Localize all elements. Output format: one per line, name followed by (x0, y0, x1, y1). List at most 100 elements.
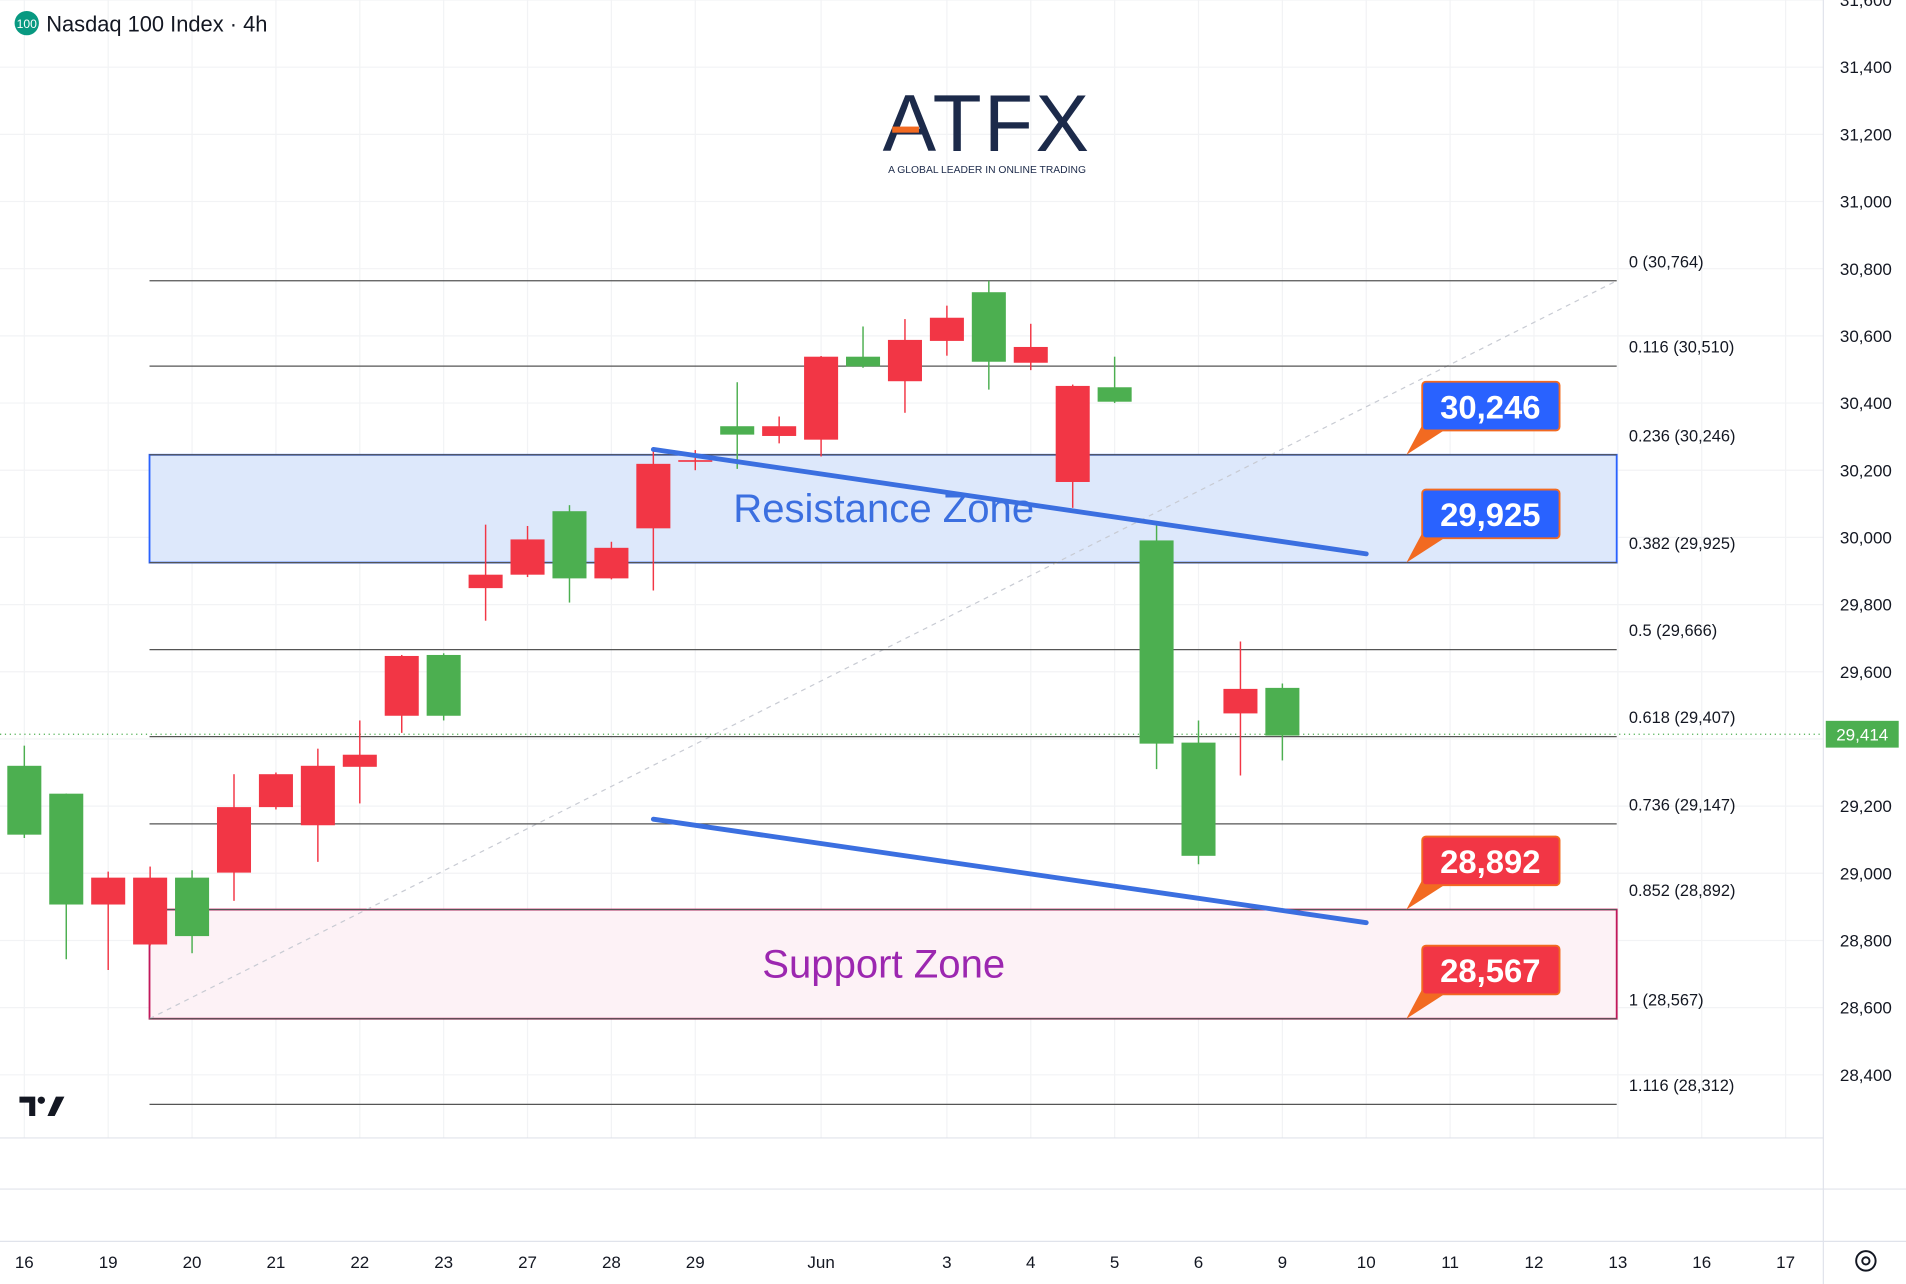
x-tick-label: 12 (1525, 1253, 1544, 1272)
fib-label: 0.116 (30,510) (1629, 339, 1734, 357)
fib-label: 0.618 (29,407) (1629, 709, 1736, 727)
logo-accent (892, 126, 919, 133)
y-tick-label: 31,600 (1840, 0, 1892, 10)
x-tick-label: 9 (1278, 1253, 1287, 1272)
x-tick-label: 28 (602, 1253, 621, 1272)
y-tick-label: 29,800 (1840, 596, 1892, 615)
zone (148, 908, 1618, 1020)
candle-body (133, 877, 168, 945)
fib-label: 0.382 (29,925) (1629, 535, 1736, 553)
candle-body (7, 765, 42, 835)
y-tick-label: 30,800 (1840, 260, 1892, 279)
symbol-badge-text: 100 (17, 17, 38, 31)
trendline (650, 446, 1369, 557)
trendline (650, 816, 1369, 926)
fib-label: 0.852 (28,892) (1629, 882, 1736, 900)
x-tick-label: 16 (1692, 1253, 1711, 1272)
fib-label: 0.736 (29,147) (1629, 797, 1736, 815)
fib-label: 0.236 (30,246) (1629, 427, 1736, 445)
y-tick-label: 28,600 (1840, 999, 1892, 1018)
y-tick-label: 30,400 (1840, 394, 1892, 413)
candle-body (258, 774, 293, 808)
x-tick-label: 10 (1357, 1253, 1376, 1272)
callout-label: 30,246 (1440, 388, 1540, 425)
candle-body (720, 426, 755, 435)
x-tick-label: 21 (266, 1253, 285, 1272)
y-tick-label: 29,000 (1840, 864, 1892, 883)
y-tick-label: 31,200 (1840, 125, 1892, 144)
x-tick-label: 29 (686, 1253, 705, 1272)
x-tick-label: 23 (434, 1253, 453, 1272)
y-tick-label: 28,400 (1840, 1066, 1892, 1085)
y-tick-label: 30,600 (1840, 327, 1892, 346)
candle-body (804, 356, 839, 440)
candle-body (426, 654, 461, 716)
x-tick-label: 3 (942, 1253, 951, 1272)
logo-tagline: A GLOBAL LEADER IN ONLINE TRADING (888, 165, 1086, 176)
candle-body (49, 793, 84, 905)
y-tick-label: 28,800 (1840, 932, 1892, 951)
candle-body (510, 539, 545, 575)
y-tick-label: 31,400 (1840, 58, 1892, 77)
candle-body (468, 574, 503, 589)
settings-button[interactable] (1855, 1250, 1877, 1272)
candle-body (1223, 688, 1258, 714)
x-tick-label: 13 (1608, 1253, 1627, 1272)
zone-label: Resistance Zone (733, 486, 1034, 531)
candle-body (552, 511, 587, 579)
symbol-badge (14, 10, 39, 36)
candle-body (762, 426, 797, 436)
fib-label: 1.116 (28,312) (1629, 1077, 1734, 1095)
logo-brand: ATFX (883, 79, 1092, 169)
x-tick-label: 16 (15, 1253, 34, 1272)
callout-label: 29,925 (1440, 496, 1540, 533)
candle-body (384, 655, 419, 716)
y-tick-label: 30,200 (1840, 461, 1892, 480)
x-tick-label: 20 (183, 1253, 202, 1272)
x-tick-label: 22 (350, 1253, 369, 1272)
zone-label: Support Zone (762, 942, 1005, 987)
candle-body (636, 463, 671, 529)
candle-body (1139, 540, 1174, 744)
candle-body (342, 754, 377, 767)
y-tick-label: 30,000 (1840, 528, 1892, 547)
candle-body (91, 877, 126, 905)
candle-body (175, 877, 210, 937)
symbol-title[interactable]: Nasdaq 100 Index · 4h (46, 12, 267, 37)
candle-body (300, 765, 335, 826)
callout-label: 28,892 (1440, 843, 1540, 880)
x-tick-label: 5 (1110, 1253, 1119, 1272)
y-tick-label: 29,200 (1840, 797, 1892, 816)
candle-body (887, 339, 922, 382)
candle-body (929, 317, 964, 341)
x-tick-label: Jun (807, 1253, 834, 1272)
y-tick-label: 31,000 (1840, 193, 1892, 212)
callout-box (1421, 488, 1561, 540)
x-tick-label: 4 (1026, 1253, 1035, 1272)
plot: Resistance Zone Support Zone 0 (30,764) 0.1… (0, 253, 1824, 1105)
candle-body (1265, 687, 1300, 736)
candle-body (216, 807, 252, 873)
y-tick-label: 29,600 (1840, 663, 1892, 682)
callout-box (1421, 835, 1561, 887)
candle-body (1055, 385, 1090, 482)
x-tick-label: 27 (518, 1253, 537, 1272)
candle-body (1181, 742, 1216, 856)
candle-body (1013, 346, 1048, 363)
candle-body (1097, 387, 1132, 402)
candle-body (971, 292, 1006, 362)
x-tick-label: 17 (1776, 1253, 1795, 1272)
fib-label: 0.5 (29,666) (1629, 622, 1717, 640)
tradingview-logo (19, 1096, 65, 1117)
candle-body (846, 356, 881, 367)
callout-box (1421, 380, 1561, 432)
candle-body (594, 547, 629, 579)
candle-body (678, 460, 713, 462)
zone (148, 453, 1618, 564)
last-price-box (1825, 720, 1899, 748)
x-tick-label: 6 (1194, 1253, 1203, 1272)
fib-label: 0 (30,764) (1629, 253, 1704, 271)
